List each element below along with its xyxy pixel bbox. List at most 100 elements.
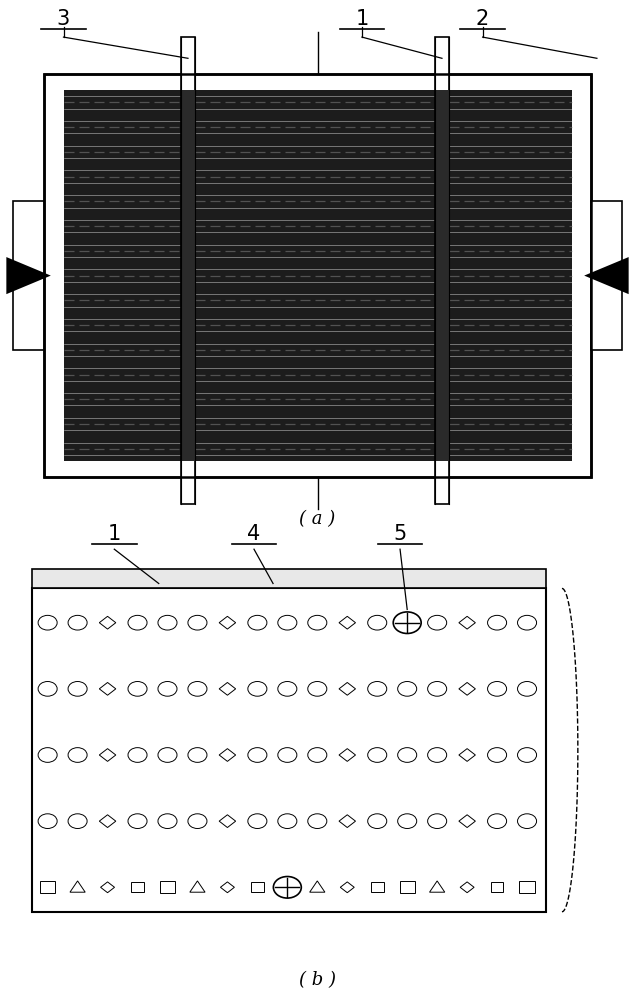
- Bar: [160, 881, 175, 893]
- Circle shape: [68, 682, 87, 696]
- Circle shape: [368, 748, 387, 762]
- Text: 2: 2: [476, 9, 489, 29]
- Circle shape: [308, 682, 327, 696]
- Bar: [181, 90, 195, 461]
- Circle shape: [188, 748, 207, 762]
- Circle shape: [427, 748, 446, 762]
- Circle shape: [278, 615, 297, 630]
- Circle shape: [398, 748, 417, 762]
- Polygon shape: [6, 257, 51, 294]
- Bar: [591, 201, 622, 350]
- Polygon shape: [32, 569, 546, 588]
- Text: 1: 1: [108, 524, 121, 544]
- Circle shape: [427, 615, 446, 630]
- Circle shape: [248, 748, 267, 762]
- Bar: [32, 588, 546, 912]
- Bar: [40, 881, 55, 893]
- Polygon shape: [99, 749, 116, 761]
- Circle shape: [368, 615, 387, 630]
- Circle shape: [128, 682, 147, 696]
- Polygon shape: [99, 682, 116, 695]
- Circle shape: [368, 814, 387, 828]
- Circle shape: [488, 814, 507, 828]
- Text: ( b ): ( b ): [299, 971, 336, 989]
- Text: 4: 4: [248, 524, 260, 544]
- Bar: [64, 90, 572, 461]
- Polygon shape: [339, 616, 356, 629]
- Circle shape: [518, 682, 537, 696]
- Text: 5: 5: [394, 524, 406, 544]
- Circle shape: [488, 682, 507, 696]
- Bar: [491, 882, 504, 892]
- Circle shape: [393, 612, 421, 633]
- Bar: [371, 882, 384, 892]
- Circle shape: [38, 814, 57, 828]
- Bar: [279, 881, 295, 893]
- Circle shape: [158, 682, 177, 696]
- Polygon shape: [70, 881, 85, 892]
- Text: 1: 1: [356, 9, 368, 29]
- Circle shape: [128, 615, 147, 630]
- Circle shape: [398, 814, 417, 828]
- Circle shape: [427, 682, 446, 696]
- Polygon shape: [339, 682, 356, 695]
- Polygon shape: [99, 815, 116, 828]
- Polygon shape: [220, 882, 234, 893]
- Circle shape: [273, 877, 301, 898]
- Circle shape: [278, 814, 297, 828]
- Circle shape: [68, 748, 87, 762]
- Bar: [435, 37, 449, 504]
- Polygon shape: [460, 882, 474, 893]
- Circle shape: [518, 748, 537, 762]
- Bar: [251, 882, 264, 892]
- Circle shape: [368, 682, 387, 696]
- Circle shape: [278, 748, 297, 762]
- Circle shape: [398, 615, 417, 630]
- Circle shape: [68, 814, 87, 828]
- Polygon shape: [339, 815, 356, 828]
- Polygon shape: [459, 616, 476, 629]
- Polygon shape: [100, 882, 114, 893]
- Bar: [13, 201, 44, 350]
- Polygon shape: [459, 815, 476, 828]
- Circle shape: [308, 814, 327, 828]
- Circle shape: [518, 615, 537, 630]
- Circle shape: [188, 682, 207, 696]
- Circle shape: [188, 814, 207, 828]
- Circle shape: [188, 615, 207, 630]
- Circle shape: [308, 615, 327, 630]
- Polygon shape: [584, 257, 629, 294]
- Polygon shape: [190, 881, 205, 892]
- Circle shape: [488, 615, 507, 630]
- Circle shape: [128, 814, 147, 828]
- Circle shape: [158, 814, 177, 828]
- Bar: [131, 882, 144, 892]
- Circle shape: [308, 748, 327, 762]
- Circle shape: [38, 748, 57, 762]
- Polygon shape: [219, 616, 236, 629]
- Circle shape: [248, 682, 267, 696]
- Bar: [435, 90, 449, 461]
- Polygon shape: [219, 749, 236, 761]
- Bar: [181, 37, 195, 504]
- Polygon shape: [99, 616, 116, 629]
- Polygon shape: [339, 749, 356, 761]
- Text: 3: 3: [57, 9, 70, 29]
- Circle shape: [518, 814, 537, 828]
- Polygon shape: [340, 882, 354, 893]
- Circle shape: [68, 615, 87, 630]
- Circle shape: [398, 682, 417, 696]
- Polygon shape: [459, 749, 476, 761]
- Circle shape: [158, 615, 177, 630]
- Circle shape: [488, 748, 507, 762]
- Bar: [399, 881, 415, 893]
- Circle shape: [278, 682, 297, 696]
- Bar: [44, 74, 591, 477]
- Circle shape: [128, 748, 147, 762]
- Polygon shape: [459, 682, 476, 695]
- Polygon shape: [310, 881, 325, 892]
- Circle shape: [248, 615, 267, 630]
- Text: ( a ): ( a ): [299, 510, 336, 528]
- Polygon shape: [219, 682, 236, 695]
- Circle shape: [38, 682, 57, 696]
